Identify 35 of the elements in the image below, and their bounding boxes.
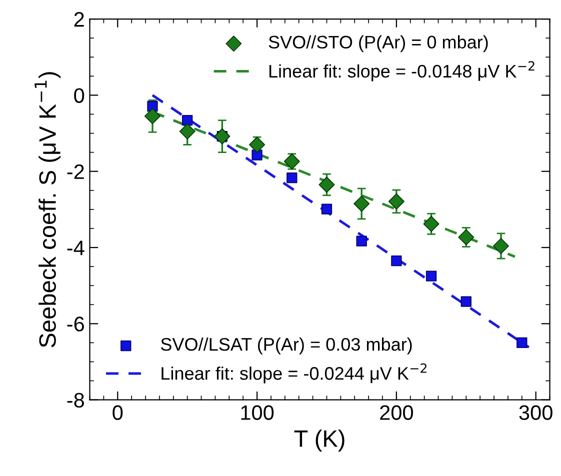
legend-label: SVO//LSAT (P(Ar) = 0.03 mbar) xyxy=(161,338,412,354)
point xyxy=(426,270,437,282)
point xyxy=(284,153,300,170)
point xyxy=(423,216,440,232)
point xyxy=(144,108,161,124)
point xyxy=(388,193,404,210)
point xyxy=(458,229,474,246)
point xyxy=(516,337,528,348)
y-axis-title: Seebeck coeff. S (μV K$^{−1}$) xyxy=(34,72,61,348)
legend-label: SVO//STO (P(Ar) = 0 mbar) xyxy=(268,35,488,52)
point xyxy=(249,136,266,153)
point xyxy=(391,256,402,266)
legend-label: Linear fit: slope = -0.0148 μV K$^{−2}$ xyxy=(269,61,534,82)
y-tick-label: -4 xyxy=(67,240,84,256)
point xyxy=(179,123,196,140)
point xyxy=(318,176,335,193)
point xyxy=(492,238,510,254)
x-tick-label: 100 xyxy=(241,405,274,420)
point xyxy=(252,150,262,160)
point xyxy=(460,296,472,307)
y-tick-label: -6 xyxy=(67,316,84,332)
point xyxy=(286,172,298,184)
x-tick-label: 200 xyxy=(380,405,414,420)
x-axis-title: T (K) xyxy=(294,430,344,452)
point xyxy=(182,115,193,126)
point xyxy=(356,236,367,246)
x-tick-label: 0 xyxy=(112,405,123,420)
y-tick-label: -2 xyxy=(67,164,84,179)
x-tick-label: 300 xyxy=(519,405,552,420)
y-tick-label: 2 xyxy=(74,12,84,27)
y-tick-label: -8 xyxy=(67,392,84,408)
point xyxy=(354,196,370,212)
y-tick-label: 0 xyxy=(74,88,84,103)
point xyxy=(321,204,332,214)
legend-label: Linear fit: slope = -0.0244 μV K$^{−2}$ xyxy=(162,363,426,384)
